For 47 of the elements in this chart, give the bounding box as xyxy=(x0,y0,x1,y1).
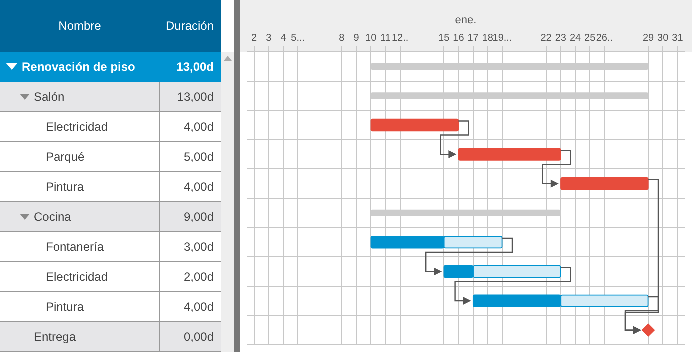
x-tick-label: 12.. xyxy=(392,32,409,44)
category-label: Salón xyxy=(34,90,65,104)
x-tick-label: 3 xyxy=(266,32,272,44)
x-tick-label: 17 xyxy=(468,32,480,44)
text: 0,00d xyxy=(184,330,214,344)
text: 13,00d xyxy=(177,90,214,104)
text: Duración xyxy=(164,19,216,33)
x-tick-label: 2 xyxy=(252,32,258,44)
x-tick-label: 25 xyxy=(584,32,596,44)
category-label: Electricidad xyxy=(46,120,108,134)
x-tick-label: 16 xyxy=(453,32,465,44)
category-label: Pintura xyxy=(46,180,84,194)
x-tick-label: 26.. xyxy=(596,32,614,44)
x-tick-label: 8 xyxy=(339,32,346,44)
text: 5,00d xyxy=(184,150,214,164)
bar xyxy=(370,118,460,132)
x-tick-label: 29 xyxy=(642,32,654,44)
text: 4,00d xyxy=(184,120,214,134)
text: 4,00d xyxy=(184,300,214,314)
x-tick-label: 30 xyxy=(658,32,670,44)
category-label: Pintura xyxy=(46,300,84,314)
category-label: Parqué xyxy=(46,150,85,164)
x-tick-label: 15 xyxy=(438,32,450,44)
x-tick-label: 9 xyxy=(354,32,360,44)
text: 13,00d xyxy=(176,60,214,74)
category-label: Electricidad xyxy=(46,270,108,284)
category-label: Fontanería xyxy=(46,240,104,254)
x-tick-label: 5... xyxy=(291,32,306,44)
category-label: Cocina xyxy=(34,210,72,224)
x-tick-label: 23 xyxy=(555,32,567,44)
bar xyxy=(560,178,649,190)
x-tick-label: 10 xyxy=(366,32,378,44)
text: 3,00d xyxy=(184,240,214,254)
category-label: Entrega xyxy=(34,330,76,344)
x-tick-label: 4 xyxy=(280,32,287,44)
text: Nombre xyxy=(58,18,102,35)
text: 4,00d xyxy=(184,180,214,194)
category-label: Renovación de piso xyxy=(22,60,136,74)
x-tick-label: 18 xyxy=(482,32,494,44)
x-tick-label: 31 xyxy=(672,32,684,44)
x-axis-title: ene. xyxy=(455,14,477,27)
text: 2,00d xyxy=(184,270,214,284)
text: 9,00d xyxy=(184,210,214,224)
x-tick-label: 22 xyxy=(540,32,552,44)
x-tick-label: 11 xyxy=(380,32,392,44)
x-tick-label: 19... xyxy=(492,32,512,44)
x-tick-label: 24 xyxy=(570,32,582,44)
